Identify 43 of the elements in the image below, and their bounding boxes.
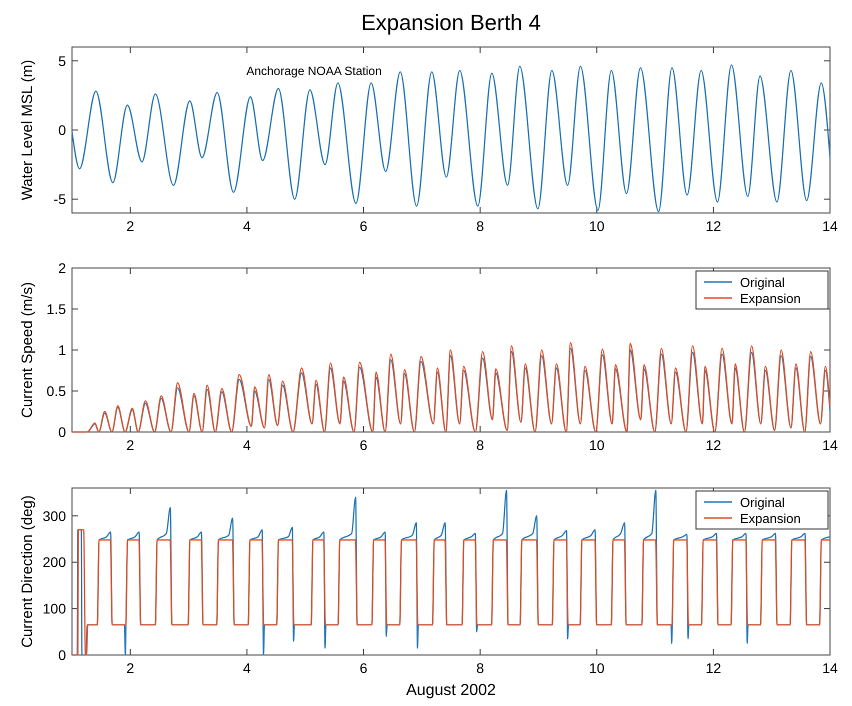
y-tick-label: 200 (42, 554, 66, 570)
x-tick-label: 4 (243, 660, 252, 676)
x-tick-label: 10 (588, 437, 605, 453)
x-tick-label: 14 (822, 660, 838, 676)
x-tick-label: 8 (476, 218, 484, 234)
y-tick-label: 100 (42, 600, 66, 617)
y-axis-title: Current Direction (deg) (19, 495, 36, 648)
y-tick-label: 1 (58, 342, 66, 358)
x-tick-label: 8 (476, 660, 484, 676)
annotation: Anchorage NOAA Station (246, 64, 382, 78)
x-tick-label: 14 (822, 437, 838, 453)
x-tick-label: 6 (360, 660, 368, 676)
y-tick-label: 0.5 (46, 383, 66, 399)
legend-label: Expansion (740, 511, 801, 526)
x-tick-label: 10 (588, 660, 605, 676)
x-tick-label: 4 (243, 218, 252, 234)
y-axis-title: Water Level MSL (m) (19, 60, 36, 200)
y-tick-label: 2 (58, 260, 66, 276)
x-tick-label: 14 (822, 218, 838, 234)
y-tick-label: 300 (42, 508, 66, 524)
x-tick-label: 2 (126, 218, 134, 234)
y-tick-label: 0 (58, 424, 66, 440)
y-tick-label: -5 (54, 191, 66, 208)
x-tick-label: 6 (360, 437, 368, 453)
x-tick-label: 8 (476, 437, 484, 453)
legend-label: Original (740, 495, 785, 510)
x-tick-label: 2 (126, 437, 134, 453)
y-tick-label: 0 (58, 122, 66, 138)
legend-label: Original (740, 275, 785, 290)
y-tick-label: 1.5 (46, 301, 66, 317)
y-tick-label: 0 (58, 647, 66, 663)
x-axis-title: August 2002 (406, 682, 496, 699)
x-tick-label: 2 (126, 660, 134, 676)
chart-title: Expansion Berth 4 (361, 10, 541, 35)
x-tick-label: 12 (706, 660, 722, 676)
y-axis-title: Current Speed (m/s) (19, 282, 36, 418)
x-tick-label: 12 (706, 218, 722, 234)
legend-label: Expansion (740, 291, 801, 306)
x-tick-label: 6 (360, 218, 368, 234)
x-tick-label: 12 (706, 437, 722, 453)
x-tick-label: 10 (588, 218, 605, 234)
y-tick-label: 5 (58, 52, 66, 69)
x-tick-label: 4 (243, 437, 252, 453)
